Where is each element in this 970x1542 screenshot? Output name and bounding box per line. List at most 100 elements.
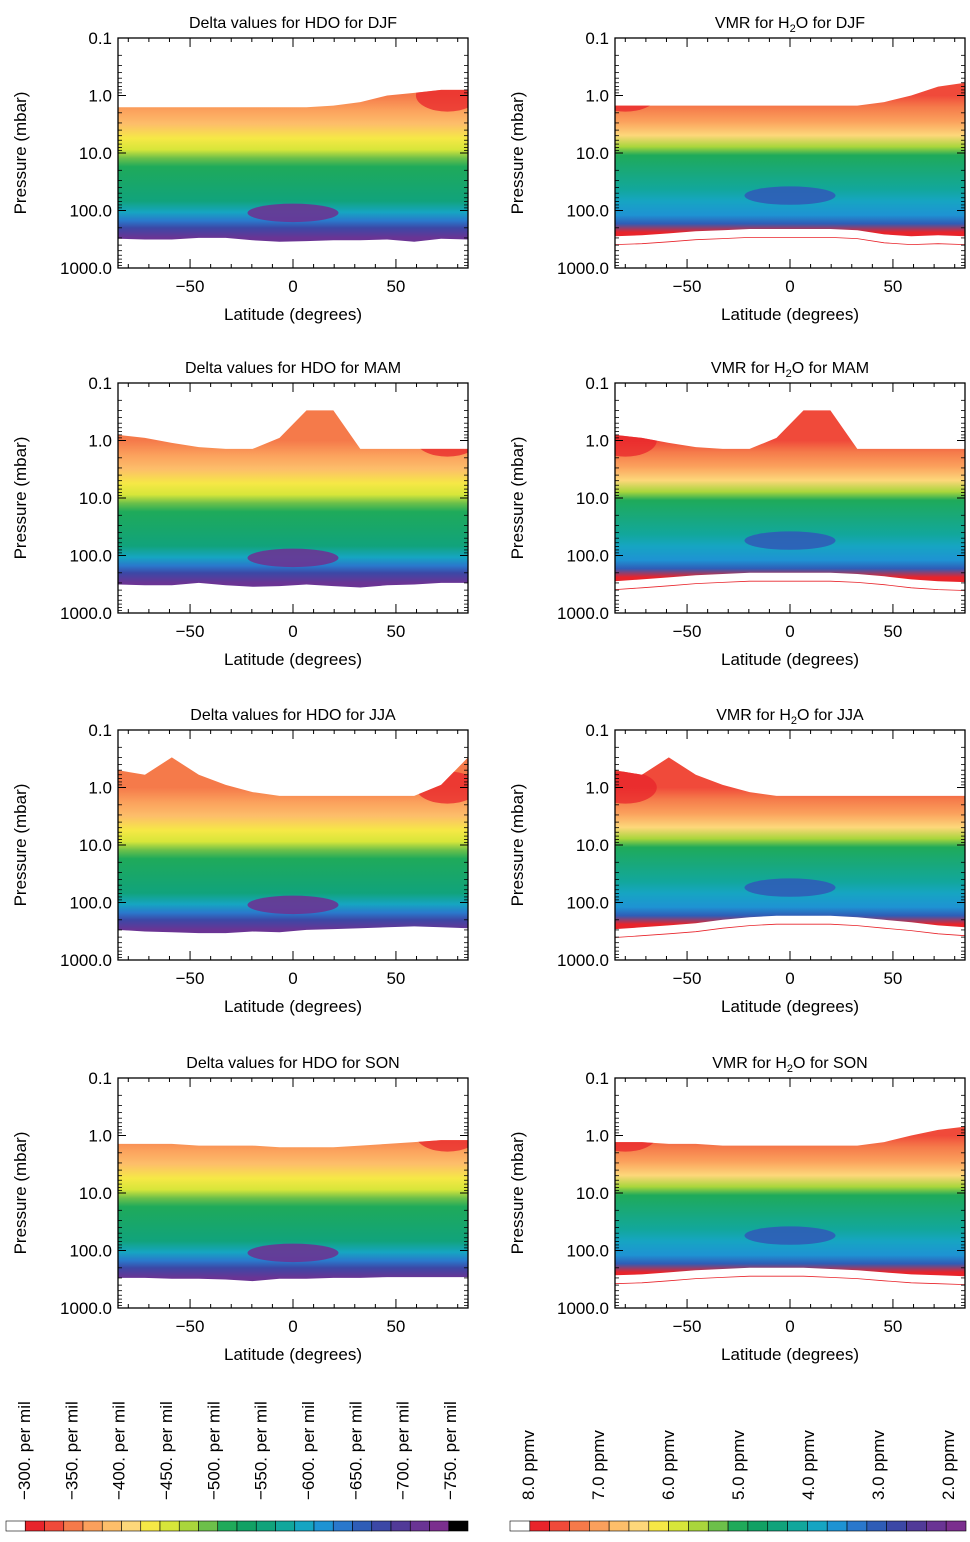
legend-swatch (767, 1520, 788, 1532)
y-tick-label: 1000.0 (60, 951, 112, 970)
legend-swatch (886, 1520, 907, 1532)
legend-swatch (140, 1520, 161, 1532)
x-tick-label: −50 (673, 969, 702, 988)
x-tick-label: 50 (386, 1317, 405, 1336)
legend-label: 7.0 ppmv (589, 1430, 608, 1500)
y-axis-label: Pressure (mbar) (508, 1132, 527, 1255)
legend-swatch (906, 1520, 927, 1532)
y-tick-label: 0.1 (585, 374, 609, 393)
x-tick-label: 0 (288, 622, 297, 641)
chart-panel-4: 0.1 1.0 10.0 100.0 1000.0 −50 0 50 VMR for H2O f… (508, 360, 966, 669)
x-tick-label: 50 (883, 622, 902, 641)
legend-label: −550. per mil (252, 1401, 271, 1500)
legend-swatch (945, 1520, 967, 1532)
contour-line (614, 1275, 966, 1285)
contour-fill (118, 410, 468, 588)
x-tick-label: 0 (288, 277, 297, 296)
contour-core (247, 895, 339, 915)
contour-core (247, 203, 339, 223)
x-tick-label: −50 (176, 277, 205, 296)
legend-swatch (352, 1520, 373, 1532)
x-tick-label: −50 (176, 1317, 205, 1336)
y-tick-label: 100.0 (69, 894, 112, 913)
legend-swatch (549, 1520, 570, 1532)
contour-max (415, 89, 468, 112)
contour-fill (118, 757, 468, 934)
legend-swatch (5, 1520, 26, 1532)
legend-label: 2.0 ppmv (939, 1430, 958, 1500)
y-tick-label: 1000.0 (60, 259, 112, 278)
x-ticks: −50 0 50 (127, 1078, 459, 1336)
legend-swatch (332, 1520, 353, 1532)
legend-label: −400. per mil (110, 1401, 129, 1500)
x-axis-label: Latitude (degrees) (224, 997, 362, 1016)
x-ticks: −50 0 50 (624, 1078, 956, 1336)
legend-swatch (178, 1520, 199, 1532)
y-tick-label: 0.1 (585, 721, 609, 740)
y-axis-label: Pressure (mbar) (508, 437, 527, 560)
contour-field (615, 410, 965, 583)
x-tick-label: 0 (785, 277, 794, 296)
contour-fill (615, 82, 965, 237)
contour-fill (615, 410, 965, 583)
legend-swatch (589, 1520, 610, 1532)
y-tick-label: 1000.0 (557, 604, 609, 623)
legend-swatch (63, 1520, 84, 1532)
chart-panel-1: 0.1 1.0 10.0 100.0 1000.0 −50 0 50 Delta values … (11, 15, 469, 324)
contour-field (615, 757, 965, 930)
contour-line (614, 237, 966, 246)
legend-h2o: 8.0 ppmv 7.0 ppmv 6.0 ppmv 5.0 ppmv 4.0 ppmv… (509, 1430, 967, 1532)
y-tick-label: 0.1 (585, 1069, 609, 1088)
panels: 0.1 1.0 10.0 100.0 1000.0 −50 0 50 Delta values … (11, 15, 966, 1364)
y-axis-label: Pressure (mbar) (11, 1132, 30, 1255)
y-tick-label: 1.0 (88, 1127, 112, 1146)
y-tick-label: 0.1 (88, 29, 112, 48)
legend-swatch (390, 1520, 411, 1532)
y-ticks: 0.1 1.0 10.0 100.0 1000.0 (557, 374, 965, 623)
y-tick-label: 100.0 (69, 202, 112, 221)
contour-fill (118, 89, 468, 242)
legend-label: 5.0 ppmv (729, 1430, 748, 1500)
legend-label: −650. per mil (346, 1401, 365, 1500)
y-tick-label: 1000.0 (60, 1299, 112, 1318)
legend-swatch (826, 1520, 848, 1532)
legend-label: 4.0 ppmv (799, 1430, 818, 1500)
x-tick-label: 0 (785, 622, 794, 641)
legend-label: −450. per mil (157, 1401, 176, 1500)
contour-core (247, 1243, 339, 1263)
legend-swatch (846, 1520, 868, 1532)
contour-line (614, 580, 966, 591)
legend-swatch (159, 1520, 180, 1532)
contour-field (118, 410, 468, 588)
legend-swatch (409, 1520, 430, 1532)
x-ticks: −50 0 50 (127, 383, 459, 641)
y-tick-label: 100.0 (69, 547, 112, 566)
y-tick-label: 1000.0 (557, 951, 609, 970)
chart-panel-6: 0.1 1.0 10.0 100.0 1000.0 −50 0 50 VMR for H2O f… (508, 707, 966, 1016)
legends: −300. per mil −350. per mil −400. per mil −… (5, 1401, 967, 1532)
legend-swatch (509, 1520, 531, 1532)
legend-swatch (448, 1520, 469, 1532)
y-tick-label: 100.0 (566, 1242, 609, 1261)
x-ticks: −50 0 50 (624, 383, 956, 641)
legend-swatch (121, 1520, 142, 1532)
x-axis-label: Latitude (degrees) (224, 1345, 362, 1364)
y-tick-label: 10.0 (576, 836, 609, 855)
legend-swatch (608, 1520, 630, 1532)
legend-swatch (313, 1520, 334, 1532)
legend-swatch (707, 1520, 729, 1532)
y-tick-label: 1.0 (585, 87, 609, 106)
contour-max (415, 771, 468, 804)
x-ticks: −50 0 50 (624, 38, 956, 296)
y-tick-label: 10.0 (79, 1184, 112, 1203)
chart-panel-3: 0.1 1.0 10.0 100.0 1000.0 −50 0 50 Delta values … (11, 360, 469, 669)
y-tick-label: 0.1 (88, 721, 112, 740)
legend-label: −750. per mil (441, 1401, 460, 1500)
legend-swatch (294, 1520, 315, 1532)
y-tick-label: 1.0 (585, 432, 609, 451)
x-tick-label: 50 (883, 1317, 902, 1336)
x-ticks: −50 0 50 (624, 730, 956, 988)
y-tick-label: 0.1 (88, 374, 112, 393)
contour-core (744, 1226, 836, 1245)
